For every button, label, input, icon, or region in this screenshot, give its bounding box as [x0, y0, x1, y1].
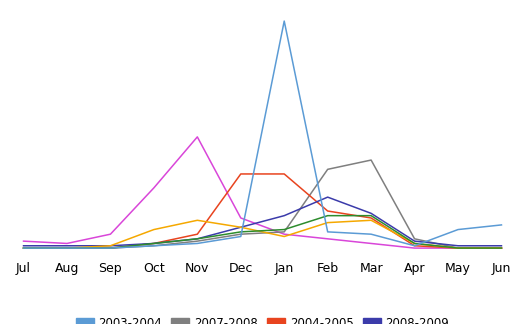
Legend: 2003-2004, 2005-2006, 2007-2008, 2009-2010, 2004-2005, 2006-2007, 2008-2009: 2003-2004, 2005-2006, 2007-2008, 2009-20…	[71, 312, 454, 324]
